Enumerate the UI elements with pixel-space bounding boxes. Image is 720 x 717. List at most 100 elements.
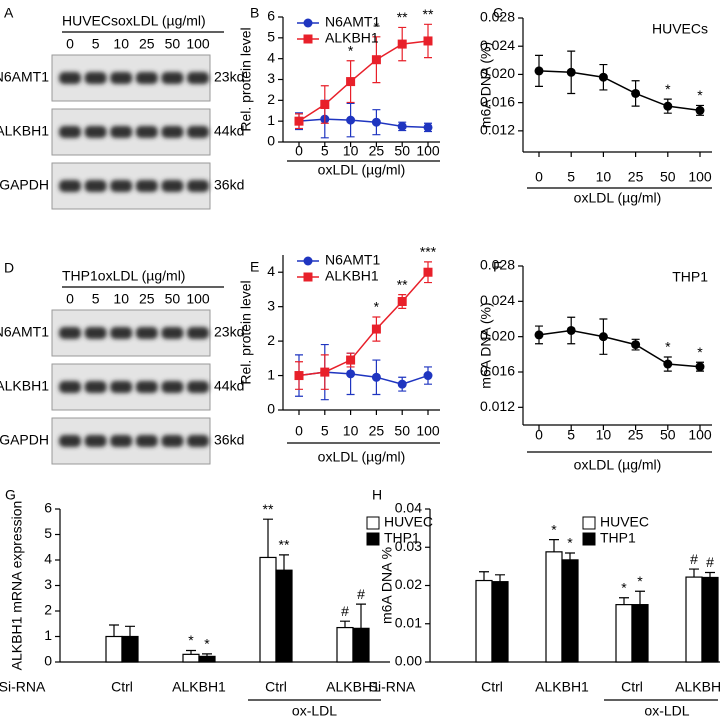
x-tick-label: 5 — [321, 423, 329, 439]
series-line — [538, 70, 701, 112]
x-tick-label: 10 — [596, 427, 612, 443]
band — [135, 435, 158, 447]
marker — [663, 101, 673, 111]
y-axis-label: m6A DNA % — [379, 547, 395, 624]
marker — [534, 330, 544, 340]
marker — [397, 39, 407, 49]
error-bar — [549, 539, 559, 552]
y-tick-label: 6 — [267, 8, 275, 24]
size-label: 36kd — [214, 177, 244, 193]
y-tick-label: 4 — [267, 263, 275, 279]
band — [84, 180, 107, 192]
size-label: 44kd — [214, 378, 244, 394]
x-tick-label: 5 — [321, 143, 329, 159]
annotation: HUVECs — [652, 21, 708, 37]
band — [84, 381, 107, 393]
x-tick-label: 100 — [688, 427, 712, 443]
significance: ** — [279, 537, 290, 553]
legend-label: HUVEC — [600, 514, 649, 530]
band — [59, 381, 81, 393]
x-tick-label: 25 — [369, 423, 385, 439]
bar — [545, 551, 563, 663]
series-line — [298, 40, 429, 122]
y-tick-label: 0.01 — [395, 614, 422, 630]
bar — [336, 626, 354, 663]
band — [59, 72, 81, 84]
x-tick-label: 0 — [295, 423, 303, 439]
series-line — [298, 118, 429, 129]
panel-letter: G — [5, 487, 16, 503]
significance: * — [551, 521, 557, 537]
band — [135, 72, 158, 84]
x-tick-label: 10 — [343, 143, 359, 159]
legend-label: ALKBH1 — [325, 30, 379, 46]
x-axis-label: oxLDL (µg/ml) — [574, 190, 662, 206]
marker — [346, 355, 356, 365]
series-line — [298, 271, 429, 377]
row-label: GAPDH — [0, 432, 49, 448]
band — [59, 180, 81, 192]
band — [110, 327, 133, 339]
y-tick-label: 4 — [44, 551, 52, 567]
marker — [320, 367, 330, 377]
y-tick-label: 3 — [44, 576, 52, 592]
error-bar — [495, 574, 505, 582]
legend-swatch — [366, 516, 380, 530]
y-tick-label: 1 — [267, 112, 275, 128]
band — [84, 327, 107, 339]
lane-label: 25 — [139, 36, 155, 52]
significance: * — [665, 81, 671, 97]
lane-label: 0 — [66, 36, 74, 52]
panel-letter: F — [493, 259, 502, 275]
row-label: Si-RNA — [0, 679, 46, 695]
marker — [303, 18, 313, 28]
significance: * — [374, 299, 380, 315]
x-tick-label: 25 — [628, 427, 644, 443]
error-bar — [356, 603, 366, 629]
y-tick-label: 2 — [267, 91, 275, 107]
y-tick-label: 6 — [44, 500, 52, 516]
y-tick-label: 0.028 — [480, 9, 515, 25]
error-bar — [565, 552, 575, 560]
significance: * — [665, 339, 671, 355]
marker — [598, 72, 608, 82]
x-tick-label: 100 — [416, 423, 440, 439]
size-label: 44kd — [214, 123, 244, 139]
band — [187, 381, 209, 393]
band — [59, 435, 81, 447]
band — [187, 72, 209, 84]
significance: * — [621, 579, 627, 595]
x-axis-label: oxLDL (µg/ml) — [574, 457, 662, 473]
y-axis-label: Rel. protein level — [238, 280, 254, 384]
marker — [423, 122, 433, 132]
error-bar — [689, 568, 699, 578]
y-tick-label: 5 — [44, 525, 52, 541]
y-tick-label: 0.012 — [480, 398, 515, 414]
marker — [371, 372, 381, 382]
row-label: GAPDH — [0, 177, 49, 193]
y-tick-label: 0.012 — [480, 122, 515, 138]
x-tick-label: 50 — [660, 169, 676, 185]
x-tick-label: 0 — [535, 169, 543, 185]
band — [161, 381, 184, 393]
marker — [423, 267, 433, 277]
error-bar — [340, 620, 350, 628]
x-tick-label: ALKBH1 — [326, 679, 380, 695]
legend-swatch — [582, 532, 596, 546]
marker — [397, 121, 407, 131]
band — [135, 327, 158, 339]
x-tick-label: 10 — [596, 169, 612, 185]
marker — [346, 77, 356, 87]
significance: # — [706, 554, 714, 570]
bar — [685, 576, 703, 663]
x-axis-label: oxLDL (µg/ml) — [318, 162, 406, 178]
y-tick-label: 0.04 — [395, 500, 422, 516]
error-bar — [705, 571, 715, 578]
y-tick-label: 0 — [267, 133, 275, 149]
x-tick-label: 50 — [660, 427, 676, 443]
row-label: ALKBH1 — [0, 123, 49, 139]
marker — [695, 362, 705, 372]
marker — [320, 100, 330, 109]
y-tick-label: 1 — [267, 366, 275, 382]
panel-letter: C — [493, 5, 503, 21]
